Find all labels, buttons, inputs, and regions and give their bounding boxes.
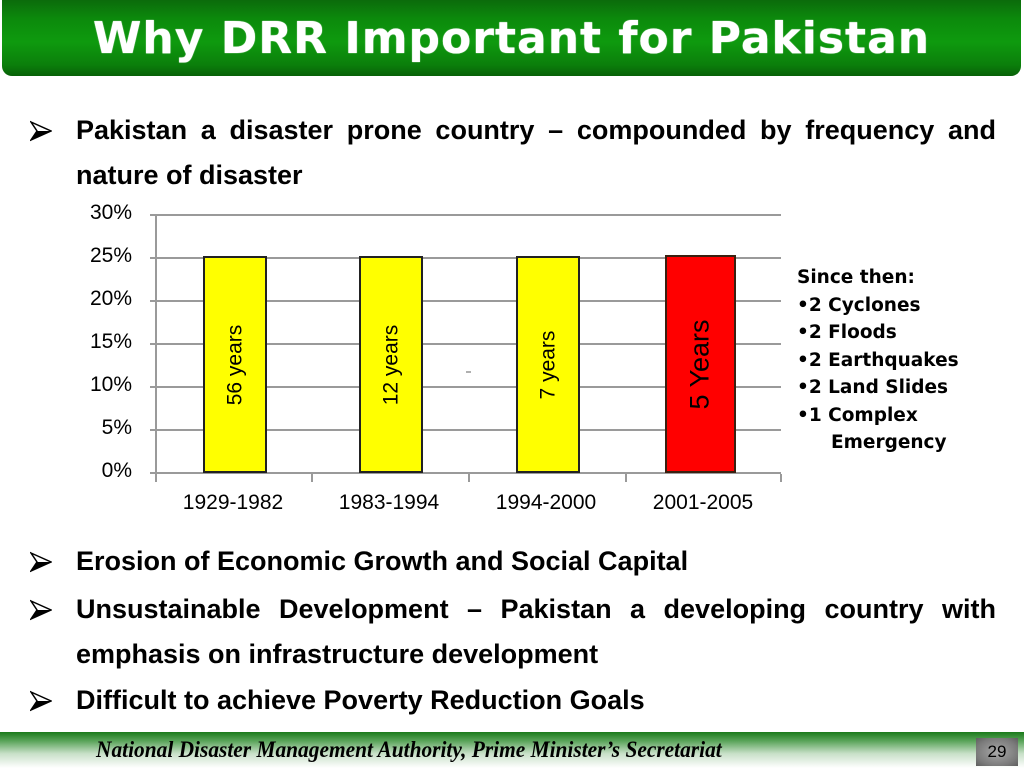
note-item: •2 Earthquakes (797, 349, 959, 371)
bullet-text: Unsustainable Development – Pakistan a d… (76, 594, 996, 669)
x-category-label: 1929-1982 (182, 491, 284, 514)
arrowhead-bullet-icon (30, 551, 52, 573)
note-item: •1 Complex (797, 404, 918, 426)
x-tick-mark (311, 474, 313, 482)
arrowhead-bullet-icon (30, 690, 52, 712)
bar-label: 12 years (379, 324, 403, 405)
bullet-item: Difficult to achieve Poverty Reduction G… (30, 678, 996, 723)
bullet-item: Pakistan a disaster prone country – comp… (30, 108, 996, 200)
bullet-text: Erosion of Economic Growth and Social Ca… (76, 546, 689, 576)
gridline (150, 386, 781, 388)
gridline (150, 429, 781, 431)
y-tick-label: 0% (101, 459, 132, 482)
bullet-text: Pakistan a disaster prone country – comp… (76, 115, 996, 190)
bar-1983-1994: 12 years (359, 256, 423, 473)
bar-label: 56 years (223, 324, 247, 405)
bar-label: 5 Years (685, 318, 715, 410)
bar-1994-2000: 7 years (516, 256, 580, 473)
note-heading: Since then: (797, 267, 915, 288)
bullet-item: Erosion of Economic Growth and Social Ca… (30, 539, 996, 584)
footer-band: National Disaster Management Authority, … (0, 732, 1024, 768)
x-axis-line (150, 472, 781, 474)
note-item: •2 Floods (797, 322, 897, 343)
y-tick-label: 15% (89, 330, 132, 353)
x-tick-mark (780, 474, 782, 482)
y-tick-label: 10% (89, 373, 132, 396)
x-category-label: 1994-2000 (495, 491, 597, 514)
gridline (150, 343, 781, 345)
y-tick-label: 30% (89, 201, 132, 224)
bar-1929-1982: 56 years (203, 256, 267, 473)
slide-title: Why DRR Important for Pakistan (92, 12, 931, 64)
bar-2001-2005: 5 Years (665, 255, 736, 473)
footer-organization: National Disaster Management Authority, … (96, 737, 722, 762)
bullet-text: Difficult to achieve Poverty Reduction G… (76, 685, 645, 715)
since-then-note: Since then: •2 Cyclones •2 Floods •2 Ear… (797, 264, 959, 457)
y-tick-label: 25% (89, 244, 132, 267)
page-number: 29 (976, 738, 1018, 766)
arrowhead-bullet-icon (30, 599, 52, 621)
bar-chart: 30% 25% 20% 15% 10% 5% 0% 56 years 12 ye… (0, 195, 800, 525)
note-item: •2 Land Slides (797, 377, 949, 398)
note-item-continuation: Emergency (831, 432, 947, 453)
x-category-label: 1983-1994 (338, 491, 440, 514)
x-tick-mark (468, 474, 470, 482)
note-item: •2 Cyclones (797, 294, 921, 316)
y-axis-line (155, 214, 157, 476)
bullet-item: Unsustainable Development – Pakistan a d… (30, 587, 996, 679)
gridline (150, 214, 781, 216)
gridline (150, 257, 781, 259)
y-tick-label: 5% (101, 416, 132, 439)
gridline (150, 300, 781, 302)
stray-mark (466, 371, 471, 373)
x-tick-mark (625, 474, 627, 482)
x-tick-mark (155, 474, 157, 482)
arrowhead-bullet-icon (30, 120, 52, 142)
y-tick-label: 20% (89, 287, 132, 310)
bar-label: 7 years (536, 330, 559, 399)
x-category-label: 2001-2005 (652, 491, 754, 514)
title-banner: Why DRR Important for Pakistan (2, 0, 1021, 76)
